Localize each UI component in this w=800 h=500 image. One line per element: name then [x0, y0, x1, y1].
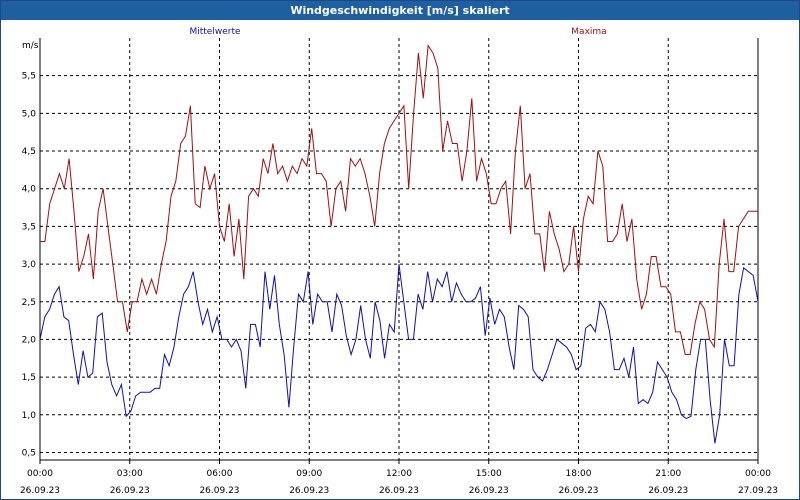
x-tick-date: 27.09.23: [738, 486, 778, 496]
x-tick-date: 26.09.23: [20, 486, 60, 496]
x-tick-date: 26.09.23: [379, 486, 419, 496]
x-tick-time: 12:00: [386, 469, 412, 479]
legend-mittelwerte: Mittelwerte: [189, 27, 240, 37]
y-tick-label: 5,5: [22, 72, 36, 82]
x-tick-time: 06:00: [207, 469, 233, 479]
y-tick-label: 1,0: [22, 411, 37, 421]
x-tick-time: 03:00: [117, 469, 143, 479]
x-tick-date: 26.09.23: [648, 486, 688, 496]
x-tick-time: 00:00: [27, 469, 53, 479]
x-tick-time: 15:00: [476, 469, 502, 479]
tick-labels: 0,5 1,0 1,5 2,0 2,5 3,0 3,5 4,0 4,5 5,0 5,5 00:00 26…: [20, 72, 778, 496]
x-tick-date: 26.09.23: [289, 486, 329, 496]
y-tick-label: 4,0: [22, 185, 37, 195]
x-tick-date: 26.09.23: [469, 486, 509, 496]
x-tick-date: 26.09.23: [558, 486, 598, 496]
x-tick-time: 21:00: [655, 469, 681, 479]
series-line-maxima: [40, 44, 758, 355]
y-axis-label: m/s: [22, 41, 39, 51]
x-tick-time: 09:00: [296, 469, 322, 479]
axes: [39, 38, 759, 464]
y-tick-label: 1,5: [22, 373, 36, 383]
legend-maxima: Maxima: [571, 27, 606, 37]
y-tick-label: 4,5: [22, 147, 36, 157]
y-tick-label: 2,5: [22, 298, 36, 308]
window-title: Windgeschwindigkeit [m/s] skaliert: [1, 1, 799, 20]
x-tick-date: 26.09.23: [199, 486, 239, 496]
y-tick-label: 2,0: [22, 335, 37, 345]
series-line-mittelwerte: [39, 264, 759, 444]
y-tick-label: 3,0: [22, 260, 37, 270]
grid-lines: [40, 38, 758, 460]
series-lines: [39, 44, 759, 444]
y-tick-label: 0,5: [22, 448, 36, 458]
x-tick-date: 26.09.23: [110, 486, 150, 496]
y-tick-label: 3,5: [22, 222, 36, 232]
x-tick-time: 18:00: [566, 469, 592, 479]
x-tick-time: 00:00: [745, 469, 771, 479]
y-tick-label: 5,0: [22, 109, 37, 119]
